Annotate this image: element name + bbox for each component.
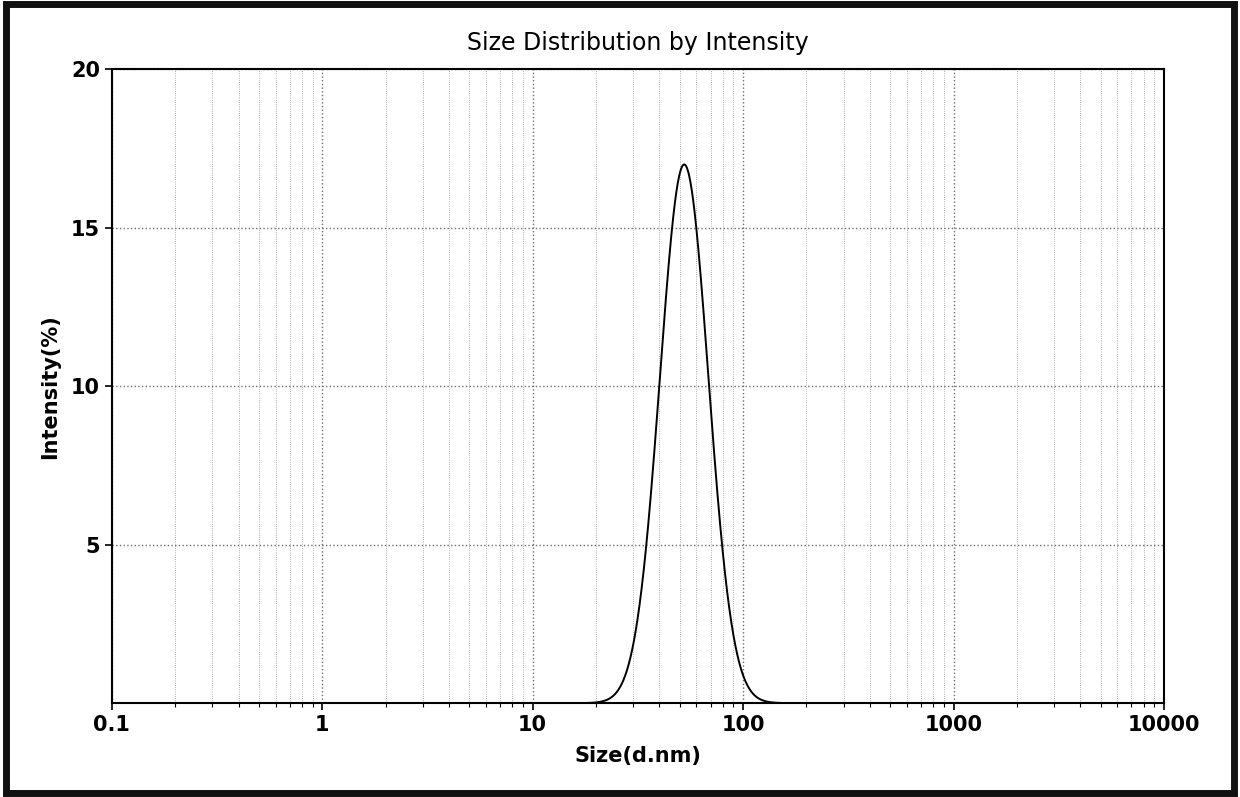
Y-axis label: Intensity(%): Intensity(%) [40,314,60,458]
Title: Size Distribution by Intensity: Size Distribution by Intensity [467,31,808,55]
X-axis label: Size(d.nm): Size(d.nm) [574,746,702,766]
